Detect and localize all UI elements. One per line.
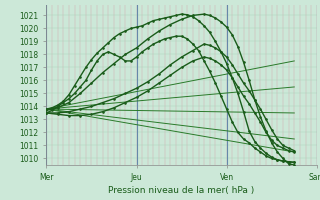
X-axis label: Pression niveau de la mer( hPa ): Pression niveau de la mer( hPa ) [108,186,255,195]
